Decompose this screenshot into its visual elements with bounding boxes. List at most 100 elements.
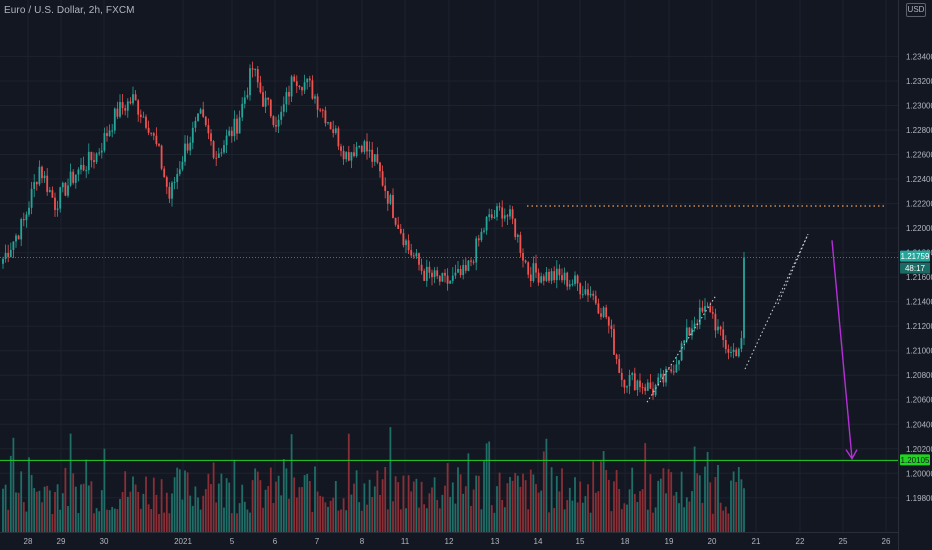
candle-body <box>100 150 103 153</box>
volume-bar <box>555 476 558 532</box>
x-tick-label: 30 <box>100 537 109 546</box>
volume-bar <box>717 464 719 532</box>
candle-body <box>77 169 80 175</box>
candle-body <box>158 143 160 146</box>
candle-body <box>87 151 90 171</box>
candle-body <box>306 78 309 83</box>
x-tick-label: 8 <box>360 537 365 546</box>
volume-bar <box>467 453 470 532</box>
candle-body <box>519 234 522 253</box>
volume-bar <box>446 463 449 532</box>
candle-body <box>685 327 688 341</box>
volume-bar <box>532 474 535 532</box>
y-tick-label: 1.20200 <box>906 445 932 454</box>
volume-bar <box>659 478 662 532</box>
candle-body <box>243 97 246 104</box>
candle-body <box>670 369 673 372</box>
volume-bar <box>506 483 509 532</box>
candle-body <box>654 384 657 396</box>
volume-bar <box>545 438 548 532</box>
trendline[interactable] <box>744 234 809 370</box>
candle-body <box>714 313 717 331</box>
volume-bar <box>477 475 480 532</box>
candle-body <box>54 197 56 210</box>
candle-body <box>4 252 7 259</box>
currency-badge[interactable]: USD <box>906 3 926 17</box>
candle-body <box>373 154 376 162</box>
volume-bar <box>628 489 631 532</box>
volume-bar <box>652 512 654 532</box>
volume-bar <box>280 495 283 532</box>
candle-body <box>139 114 142 118</box>
candle-body <box>178 169 181 175</box>
volume-bar <box>607 479 610 532</box>
volume-bar <box>184 470 186 532</box>
candle-body <box>80 164 82 170</box>
candle-body <box>210 133 212 142</box>
x-tick-label: 20 <box>708 537 717 546</box>
x-tick-label: 28 <box>24 537 33 546</box>
volume-bar <box>519 486 522 532</box>
forecast-arrowhead[interactable] <box>845 449 858 460</box>
candle-body <box>111 130 114 132</box>
volume-bar <box>358 502 361 532</box>
volume-bar <box>574 477 576 532</box>
y-tick-label: 1.21000 <box>906 347 932 356</box>
volume-bar <box>350 494 353 532</box>
volume-bar <box>394 476 397 532</box>
volume-bar <box>644 443 647 532</box>
volume-bar <box>698 475 701 532</box>
volume-bar <box>587 484 589 532</box>
candle-body <box>64 182 67 196</box>
candle-body <box>607 317 610 326</box>
candle-body <box>22 219 25 221</box>
volume-bar <box>163 512 166 532</box>
volume-bar <box>511 480 514 532</box>
candle-body <box>98 152 101 154</box>
trendline[interactable] <box>646 295 717 403</box>
candle-body <box>542 276 545 281</box>
candle-body <box>514 218 517 237</box>
candle-body <box>503 215 506 219</box>
candle-body <box>727 349 730 353</box>
x-tick-label: 18 <box>621 537 630 546</box>
volume-bar <box>581 502 584 532</box>
volume-bar <box>737 467 740 532</box>
candle-body <box>563 272 566 281</box>
volume-bar <box>678 503 680 532</box>
volume-bar <box>147 504 150 532</box>
volume-bar <box>516 475 519 532</box>
volume-bar <box>600 460 602 532</box>
volume-bar <box>337 510 340 532</box>
forecast-arrow-shaft[interactable] <box>831 240 853 459</box>
volume-bar <box>87 485 90 532</box>
candle-body <box>189 142 192 151</box>
volume-bar <box>194 486 197 532</box>
volume-bar <box>657 480 660 532</box>
candle-body <box>407 240 410 251</box>
trendline[interactable] <box>777 234 809 305</box>
volume-bar <box>548 512 550 532</box>
volume-bar <box>706 451 709 532</box>
candle-body <box>340 146 342 151</box>
volume-bar <box>550 467 553 532</box>
candle-body <box>558 268 561 276</box>
y-tick-label: 1.23400 <box>906 52 932 61</box>
volume-bar <box>210 484 212 532</box>
candle-body <box>740 338 743 349</box>
candle-body <box>267 97 270 100</box>
volume-bar <box>288 498 290 532</box>
volume-bar <box>189 495 192 532</box>
candle-body <box>631 373 634 376</box>
candle-body <box>238 117 241 134</box>
candle-body <box>597 303 600 314</box>
volume-bar <box>402 475 405 532</box>
y-tick-label: 1.22800 <box>906 126 932 135</box>
volume-bar <box>503 507 506 532</box>
candle-body <box>498 206 501 208</box>
x-tick-label: 29 <box>57 537 66 546</box>
volume-bar <box>20 471 23 532</box>
volume-bar <box>98 511 101 532</box>
candle-body <box>160 145 163 169</box>
